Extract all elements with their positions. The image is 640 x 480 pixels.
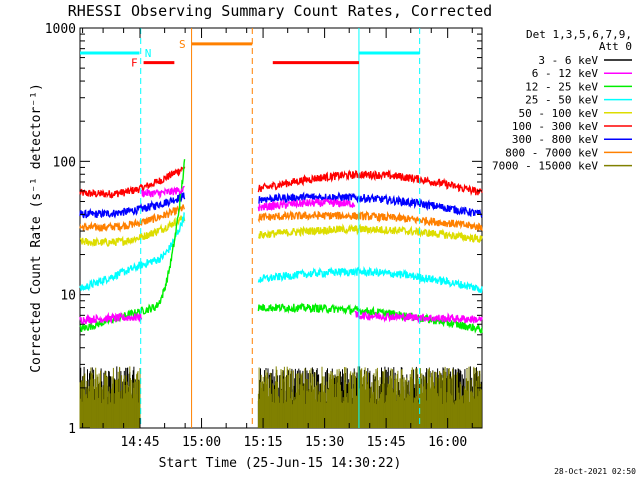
y-tick-label-2: 100	[53, 155, 76, 170]
flag-layer: F S N	[80, 28, 421, 428]
tick-layer: 14:45 15:00 15:15 15:30 15:45 16:00 1 10 100 1000	[45, 22, 482, 450]
y-tick-label-0: 1	[68, 422, 76, 437]
chart-title: RHESSI Observing Summary Count Rates, Co…	[68, 2, 492, 20]
series-line-800-7000-kev-11	[257, 210, 483, 232]
x-tick-label-5: 16:00	[428, 435, 467, 450]
y-axis-label: Corrected Count Rate (s⁻¹ detector⁻¹)	[29, 83, 44, 373]
legend-header-attenuator: Att 0	[599, 40, 632, 53]
legend-label-50-100-kev: 50 - 100 keV	[519, 107, 599, 120]
legend-label-800-7000-kev: 800 - 7000 keV	[505, 146, 598, 159]
series-line-50-100-kev-12	[257, 223, 483, 243]
legend-label-7000-15000-kev: 7000 - 15000 keV	[492, 160, 598, 173]
x-tick-label-2: 15:15	[244, 435, 283, 450]
x-tick-label-4: 15:45	[367, 435, 406, 450]
flag-label-f: F	[131, 57, 138, 70]
series-line-6-12-kev-15	[354, 310, 483, 324]
series-line-6-12-kev-7	[140, 185, 185, 200]
series-line-12-25-kev-5	[79, 159, 186, 333]
x-axis-label: Start Time (25-Jun-15 14:30:22)	[159, 456, 402, 471]
y-tick-label-1: 10	[60, 289, 76, 304]
legend-label-12-25-kev: 12 - 25 keV	[525, 80, 598, 93]
series-line-25-50-kev-4	[79, 212, 185, 292]
data-layer	[79, 159, 483, 428]
series-line-25-50-kev-13	[257, 265, 483, 294]
marker-label-n: N	[145, 47, 152, 60]
x-tick-label-0: 14:45	[120, 435, 159, 450]
plot-area: F S N 14:45 15:00 15:15 15:30 15:45 16:00 1 10 100…	[45, 22, 483, 450]
legend-label-300-800-kev: 300 - 800 keV	[512, 133, 598, 146]
flag-label-s: S	[179, 38, 186, 51]
series-line-100-300-kev-0	[79, 166, 186, 199]
generation-timestamp: 28-Oct-2021 02:50	[554, 467, 636, 476]
x-tick-label-1: 15:00	[182, 435, 221, 450]
series-line-100-300-kev-8	[257, 169, 483, 196]
series-line-800-7000-kev-2	[79, 204, 186, 233]
series-line-300-800-kev-9	[258, 191, 483, 218]
series-line-300-800-kev-1	[79, 191, 186, 219]
background-7000-15000-kev-1	[257, 366, 482, 428]
legend-label-25-50-kev: 25 - 50 keV	[525, 94, 598, 107]
series-line-6-12-kev-10	[257, 197, 356, 212]
background-7000-15000-kev-0	[79, 366, 141, 428]
y-tick-label-3: 1000	[45, 22, 76, 37]
series-line-6-12-kev-6	[79, 311, 143, 326]
legend-label-100-300-kev: 100 - 300 keV	[512, 120, 598, 133]
legend-label-3-6-kev: 3 - 6 keV	[538, 54, 598, 67]
x-tick-label-3: 15:30	[305, 435, 344, 450]
legend-label-6-12-kev: 6 - 12 keV	[532, 67, 599, 80]
series-line-50-100-kev-3	[79, 215, 186, 248]
legend-header-detectors: Det 1,3,5,6,7,9,	[526, 28, 632, 41]
